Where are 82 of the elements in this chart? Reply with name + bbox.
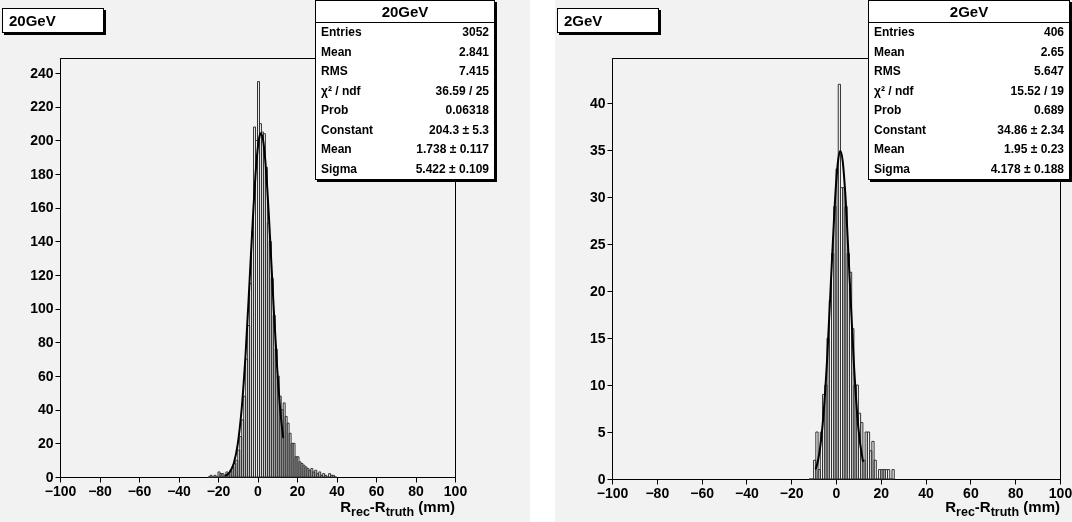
annotation: χ² / ndf [321,82,361,100]
annotation: Mean [874,141,905,158]
x-tick-label: −60 [690,484,715,501]
chart-title: 2GeV [557,8,659,33]
y-tick-label: 160 [30,199,54,216]
annotation: Mean [321,43,352,61]
x-tick-label: 40 [329,482,345,499]
x-tick-label: −80 [88,482,113,499]
y-tick-label: 40 [589,94,606,111]
y-tick-label: 35 [589,141,606,158]
y-tick-label: 30 [589,188,606,205]
x-tick-label: −80 [645,484,670,501]
text: 2GeV [869,1,1069,23]
text: 2.841 [458,43,489,61]
y-tick-label: 80 [37,333,54,350]
x-tick-label: 0 [254,482,263,499]
annotation: Sigma [321,160,358,178]
y-tick-label: 20 [37,434,54,451]
x-tick-label: −20 [206,482,231,499]
annotation: 15.52 / 19 [1010,82,1064,100]
annotation: 1.95 ± 0.23 [1004,141,1064,158]
annotation: 36.59 / 25 [435,82,489,100]
y-tick-label: 20 [589,282,606,299]
y-tick-label: 120 [30,266,54,283]
y-tick-label: 0 [597,470,606,487]
annotation: 1.738 ± 0.117 [416,141,489,158]
annotation: RMS [874,63,901,80]
text: Entries [321,24,362,41]
y-tick-label: 220 [30,98,54,115]
x-tick-label: −60 [127,482,152,499]
annotation: Constant [874,121,926,139]
x-tick-label: −40 [735,484,759,501]
y-tick-label: 25 [589,235,606,252]
x-tick-label: 100 [1048,484,1072,501]
x-tick-label: 20 [289,482,306,499]
y-tick-label: 240 [30,64,54,81]
annotation: χ² / ndf [874,82,914,100]
y-tick-label: 100 [30,300,54,317]
x-tick-label: 80 [1007,484,1024,501]
annotation: Prob [321,102,349,119]
x-tick-label: 60 [963,484,979,501]
text: 20GeV [316,1,494,23]
annotation: 204.3 ± 5.3 [429,121,489,139]
text: 7.415 [458,63,489,80]
annotation: 5.422 ± 0.109 [415,160,489,178]
x-tick-label: 40 [918,484,935,501]
text: Entries [874,24,915,41]
annotation: 4.178 ± 0.188 [990,160,1064,178]
annotation: 34.86 ± 2.34 [997,121,1064,139]
y-tick-label: 40 [37,401,54,418]
y-tick-label: 5 [597,423,606,440]
x-axis-title: R$_{rec}$-R$_{truth}$ (mm) [945,498,1060,519]
text: 406 [1043,24,1064,41]
annotation: Mean [321,141,352,158]
y-tick-label: 15 [589,329,606,346]
x-tick-label: −100 [44,482,77,499]
annotation: Mean [874,43,905,61]
x-tick-label: 0 [832,484,841,501]
annotation: 0.06318 [445,102,489,119]
annotation: 0.689 [1033,102,1064,119]
x-tick-label: −20 [779,484,804,501]
x-tick-label: 80 [408,482,424,499]
x-axis-title: R$_{rec}$-R$_{truth}$ (mm) [340,498,455,519]
y-tick-label: 60 [37,367,54,384]
x-tick-label: 60 [368,482,385,499]
x-tick-label: −40 [167,482,192,499]
annotation: RMS [321,63,348,80]
annotation: Prob [874,102,902,119]
chart-title: 20GeV [2,8,104,33]
y-tick-label: 140 [30,232,54,249]
y-tick-label: 180 [30,165,54,182]
y-tick-label: 0 [45,468,54,485]
x-tick-label: −100 [596,484,629,501]
annotation: Sigma [874,160,911,178]
y-tick-label: 200 [30,131,54,148]
annotation: 2.65 [1040,43,1064,61]
x-tick-label: 20 [873,484,890,501]
annotation: 5.647 [1033,63,1064,80]
annotation: Constant [321,121,373,139]
y-tick-label: 10 [589,376,606,393]
text: 3052 [462,24,489,41]
x-tick-label: 100 [443,482,468,499]
